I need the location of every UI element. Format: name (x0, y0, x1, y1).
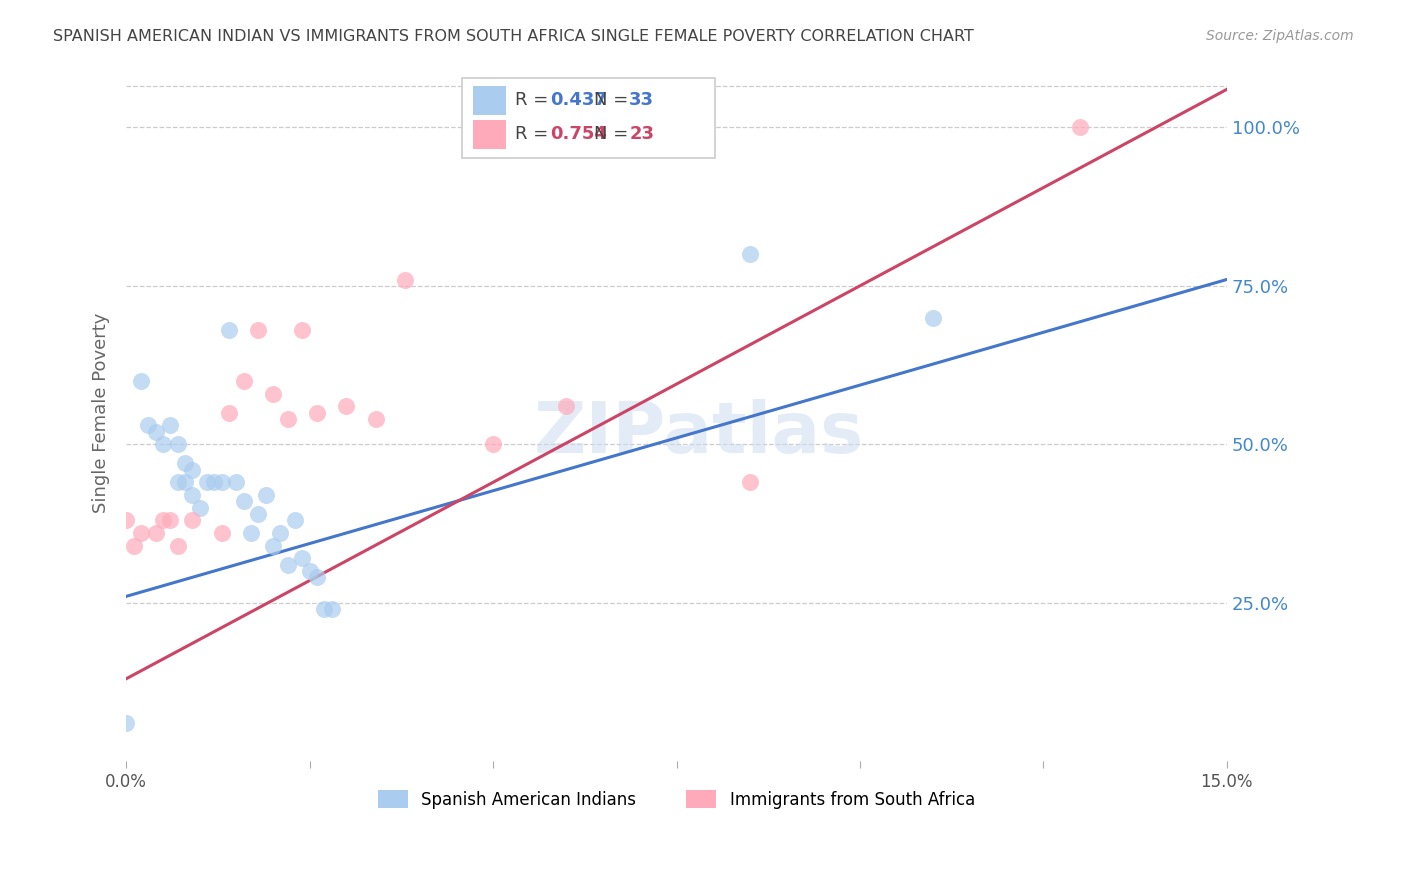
Point (1069, 120, 1091, 135)
Text: 33: 33 (630, 91, 654, 110)
Point (277, 412, 299, 426)
Text: N =: N = (593, 91, 634, 110)
Point (232, 374, 254, 388)
Point (159, 418, 181, 433)
Point (115, 513, 138, 527)
Point (195, 475, 218, 490)
Legend: Spanish American Indians, Immigrants from South Africa: Spanish American Indians, Immigrants fro… (371, 783, 981, 815)
FancyBboxPatch shape (463, 78, 716, 158)
Point (159, 513, 181, 527)
Point (482, 437, 505, 451)
Point (145, 425, 167, 439)
Point (211, 475, 233, 490)
Point (335, 399, 357, 413)
Point (254, 488, 277, 502)
Point (284, 513, 307, 527)
Point (202, 475, 225, 490)
Text: ZIPatlas: ZIPatlas (533, 399, 863, 468)
Point (277, 558, 299, 572)
Text: SPANISH AMERICAN INDIAN VS IMMIGRANTS FROM SOUTH AFRICA SINGLE FEMALE POVERTY CO: SPANISH AMERICAN INDIAN VS IMMIGRANTS FR… (53, 29, 974, 45)
Point (364, 412, 387, 426)
Point (321, 602, 343, 616)
Point (555, 399, 578, 413)
Point (188, 500, 211, 515)
Point (269, 525, 291, 540)
Text: Source: ZipAtlas.com: Source: ZipAtlas.com (1206, 29, 1354, 44)
Text: N =: N = (593, 126, 634, 144)
Point (211, 525, 233, 540)
Point (145, 525, 167, 540)
Point (738, 247, 761, 261)
Text: R =: R = (515, 126, 554, 144)
Point (305, 406, 328, 420)
Point (166, 539, 188, 553)
Point (232, 494, 254, 508)
Point (394, 272, 416, 286)
Point (225, 475, 247, 490)
Point (129, 525, 152, 540)
Point (136, 418, 159, 433)
Point (305, 570, 328, 584)
Point (166, 475, 188, 490)
Point (152, 437, 174, 451)
Point (262, 539, 284, 553)
Point (218, 406, 240, 420)
Text: 0.754: 0.754 (550, 126, 607, 144)
Bar (472, 120, 506, 149)
Point (174, 475, 197, 490)
Point (218, 323, 240, 337)
Point (174, 456, 197, 470)
Point (240, 525, 263, 540)
Point (262, 386, 284, 401)
Point (247, 507, 270, 521)
Point (291, 323, 314, 337)
Point (122, 539, 145, 553)
Bar (472, 86, 506, 115)
Text: 0.437: 0.437 (550, 91, 607, 110)
Text: R =: R = (515, 91, 554, 110)
Text: 23: 23 (630, 126, 654, 144)
Point (129, 374, 152, 388)
Point (152, 513, 174, 527)
Point (247, 323, 270, 337)
Point (166, 437, 188, 451)
Point (181, 462, 204, 476)
Point (181, 513, 204, 527)
Point (922, 310, 945, 325)
Point (115, 716, 138, 731)
Point (738, 475, 761, 490)
Point (298, 564, 321, 578)
Y-axis label: Single Female Poverty: Single Female Poverty (93, 312, 110, 513)
Point (314, 602, 336, 616)
Point (291, 551, 314, 566)
Point (181, 488, 204, 502)
